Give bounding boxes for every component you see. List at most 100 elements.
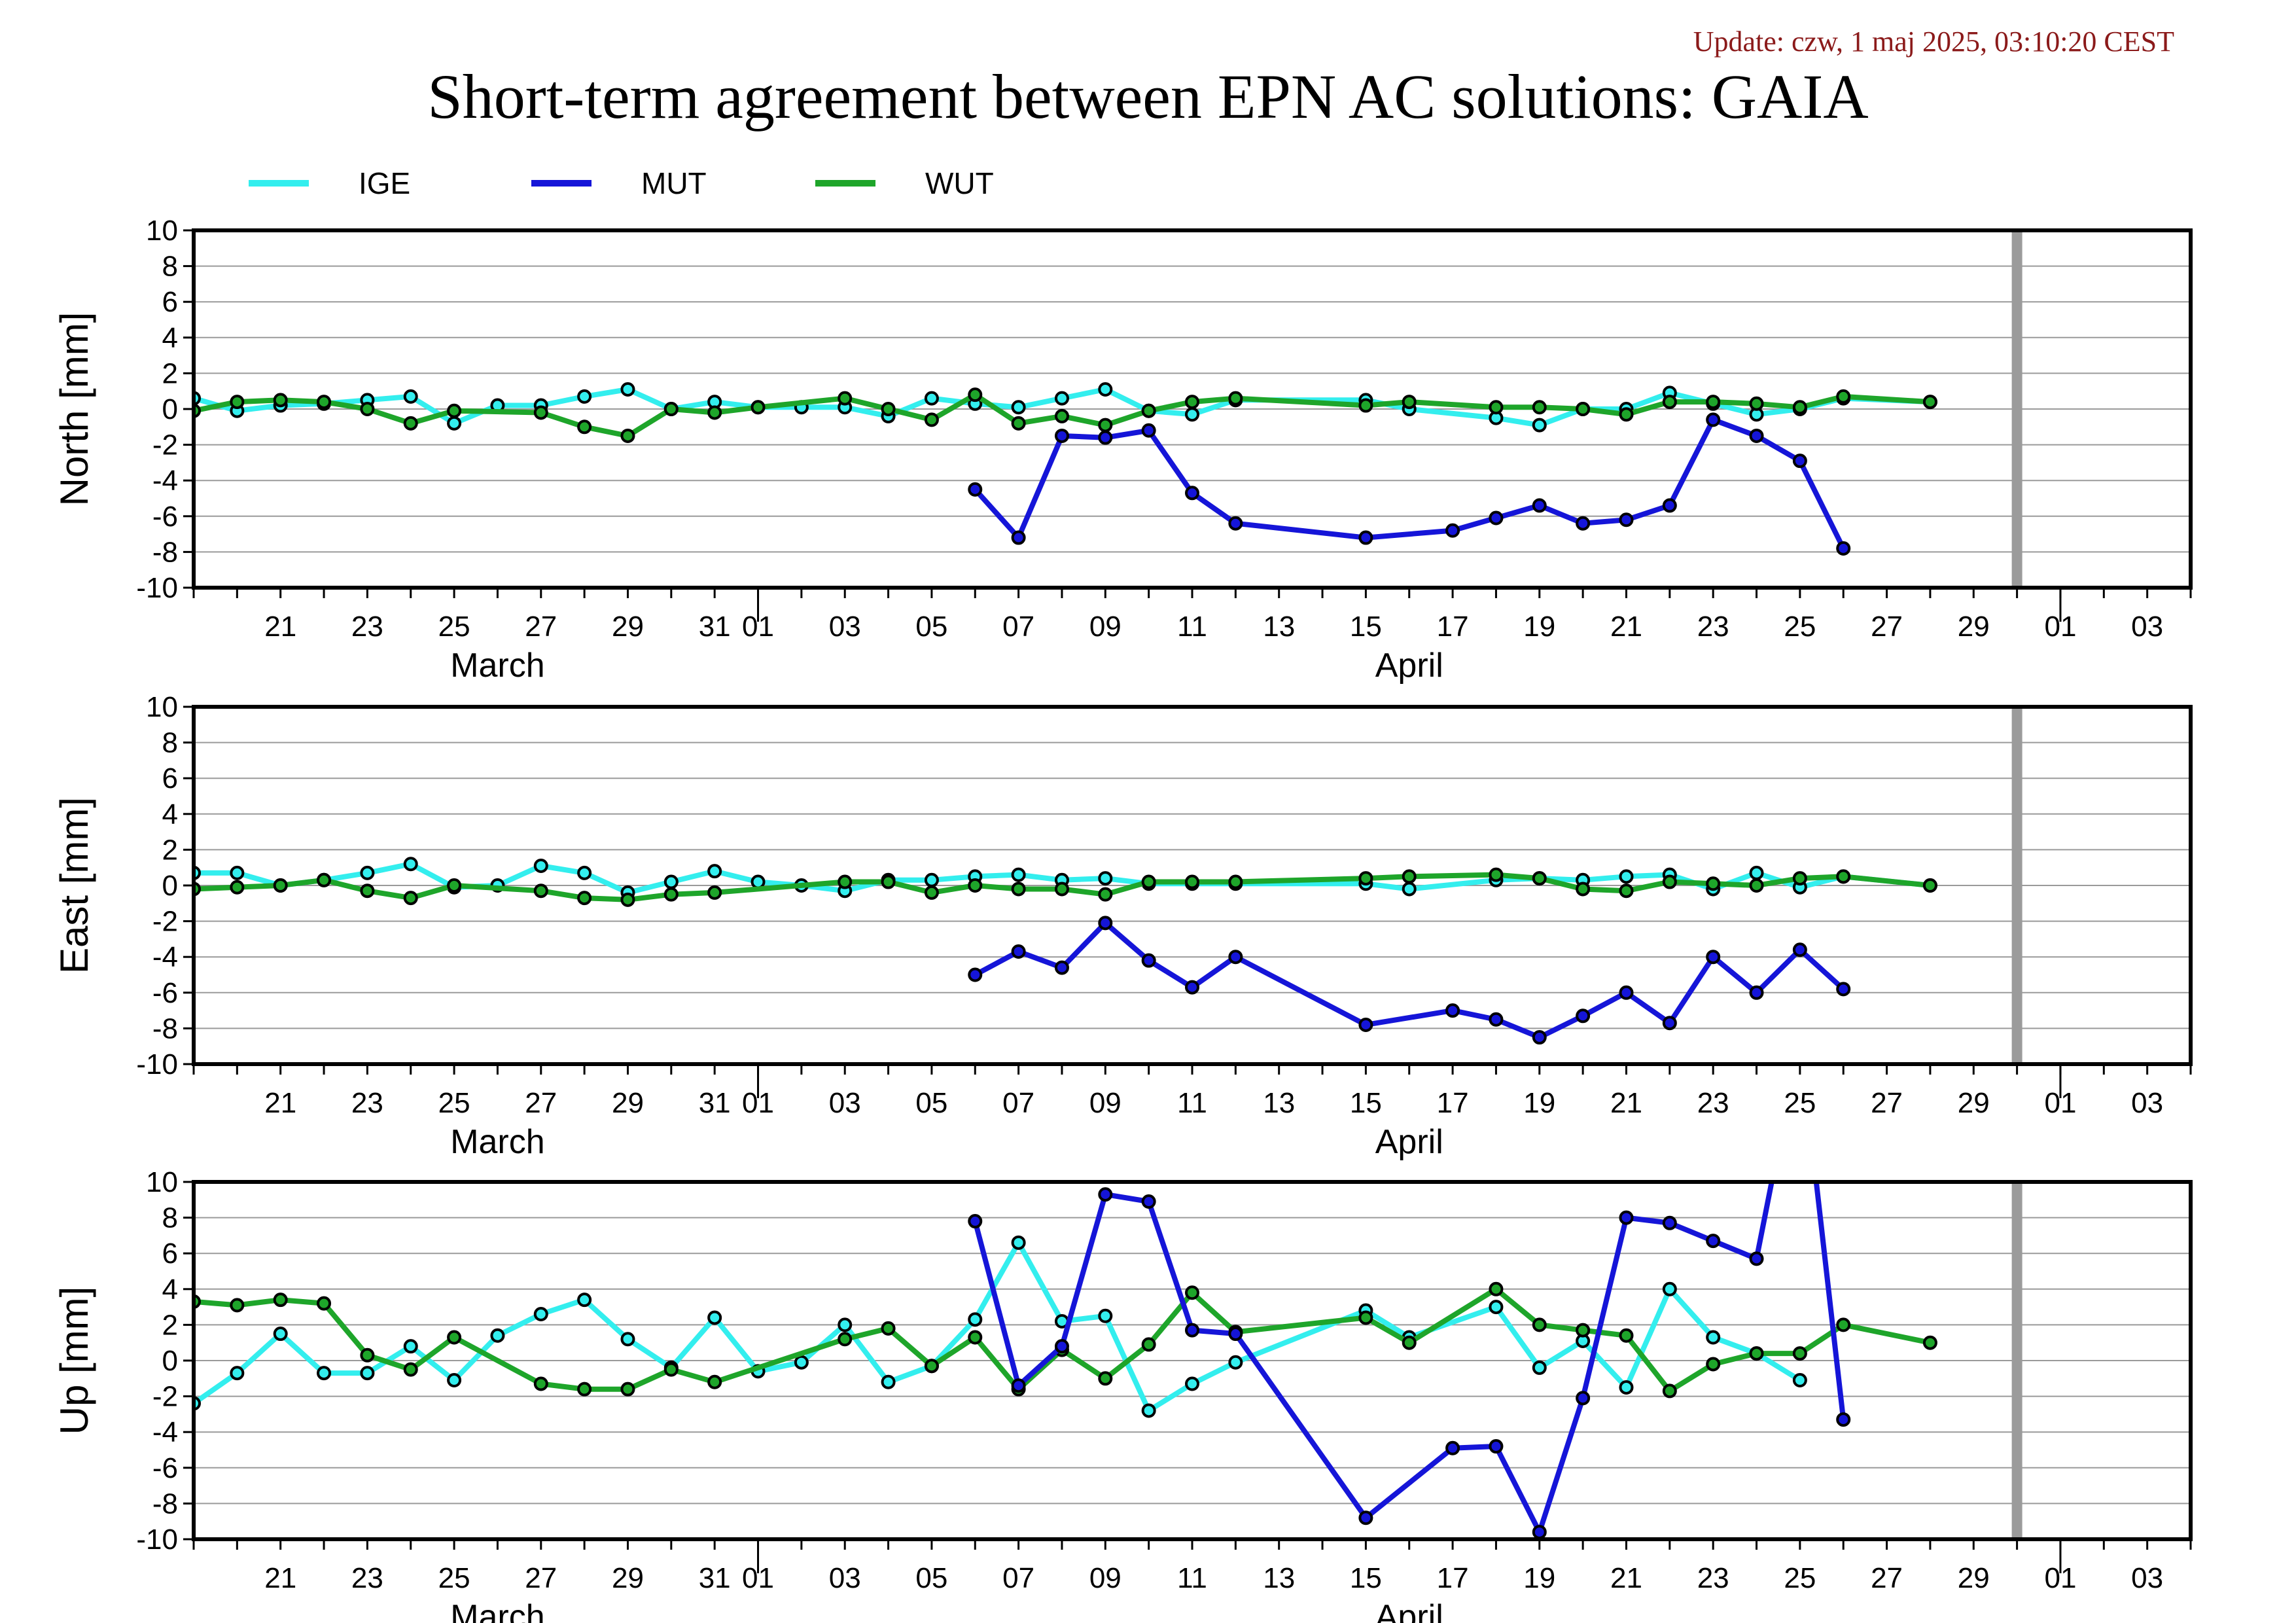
- data-point-ige: [1098, 382, 1113, 397]
- data-point-wut: [403, 1362, 418, 1377]
- x-tick-label: 21: [1610, 611, 1642, 643]
- data-point-wut: [1532, 1317, 1547, 1332]
- y-tick-label: -8: [152, 1012, 178, 1044]
- x-tick-label: 03: [829, 611, 861, 643]
- data-point-ige: [968, 1312, 983, 1327]
- series-line-wut: [194, 872, 1931, 902]
- x-tick-label: 21: [1610, 1087, 1642, 1119]
- data-point-mut: [1706, 1234, 1721, 1249]
- x-tick-label: 19: [1523, 611, 1555, 643]
- data-point-ige: [1011, 867, 1026, 882]
- y-tick-label: 0: [162, 1345, 178, 1377]
- x-tick-label: 03: [2131, 1087, 2163, 1119]
- x-tick-label: 07: [1002, 1562, 1034, 1594]
- data-point-wut: [1358, 871, 1373, 886]
- data-point-ige: [1792, 1373, 1807, 1388]
- x-tick-label: 29: [1958, 611, 1990, 643]
- data-point-ige: [1141, 1403, 1156, 1418]
- today-marker: [2011, 1182, 2022, 1539]
- data-point-wut: [447, 1330, 462, 1345]
- data-point-wut: [1706, 395, 1721, 410]
- data-point-wut: [620, 892, 635, 907]
- today-marker: [2011, 230, 2022, 588]
- data-point-wut: [1749, 878, 1764, 893]
- data-point-wut: [230, 395, 245, 410]
- x-tick-label: 01: [2044, 611, 2076, 643]
- data-point-wut: [1706, 876, 1721, 891]
- x-tick-label: 31: [699, 1562, 731, 1594]
- data-point-wut: [838, 1332, 853, 1347]
- data-point-mut: [1619, 985, 1634, 1000]
- legend-item-ige: IGE: [249, 157, 410, 209]
- data-point-ige: [1011, 400, 1026, 415]
- data-point-ige: [620, 1332, 635, 1347]
- panel-north: 10 86 42 0 -2 -4 -6-8 -10 21 23 25 27 29 31 01 03 05 07 09…: [52, 215, 2193, 685]
- y-axis-label: Up [mm]: [52, 1287, 96, 1435]
- data-point-ige: [360, 865, 375, 880]
- data-point-ige: [1619, 869, 1634, 884]
- x-tick-label: 27: [1871, 1087, 1903, 1119]
- data-point-wut: [881, 1321, 896, 1336]
- x-tick-label: 23: [1697, 1087, 1729, 1119]
- data-point-wut: [1749, 1346, 1764, 1361]
- data-point-mut: [1141, 953, 1156, 968]
- x-tick-label: 07: [1002, 611, 1034, 643]
- data-point-mut: [1706, 950, 1721, 965]
- data-point-wut: [751, 400, 766, 415]
- data-point-mut: [1228, 1327, 1243, 1342]
- y-tick-label: 0: [162, 870, 178, 902]
- data-point-wut: [1054, 408, 1069, 423]
- data-point-wut: [1706, 1357, 1721, 1372]
- x-tick-label: 01: [742, 611, 774, 643]
- series-line-mut: [972, 1182, 1846, 1535]
- data-point-mut: [1489, 1012, 1504, 1027]
- data-point-wut: [403, 891, 418, 906]
- data-point-wut: [1228, 391, 1243, 406]
- data-point-mut: [1185, 980, 1199, 995]
- data-point-ige: [273, 1327, 288, 1342]
- y-tick-label: 8: [162, 727, 178, 759]
- y-tick-label: 8: [162, 251, 178, 283]
- data-point-wut: [968, 387, 983, 402]
- data-point-ige: [751, 874, 766, 889]
- data-point-ige: [447, 1373, 462, 1388]
- x-tick-label: 29: [1958, 1087, 1990, 1119]
- x-tick-label: 11: [1177, 1087, 1207, 1119]
- data-point-ige: [881, 1374, 896, 1389]
- data-point-wut: [230, 880, 245, 895]
- y-tick-label: 8: [162, 1202, 178, 1234]
- data-point-wut: [1358, 398, 1373, 413]
- data-point-wut: [838, 391, 853, 406]
- x-tick-label: 15: [1350, 1562, 1382, 1594]
- data-point-mut: [1098, 1187, 1113, 1202]
- data-point-mut: [1662, 1016, 1677, 1031]
- data-point-ige: [924, 872, 939, 887]
- x-tick-label: 21: [264, 1562, 296, 1594]
- data-point-mut: [1619, 1210, 1634, 1225]
- y-tick-label: -6: [152, 501, 178, 533]
- data-point-wut: [1836, 869, 1851, 884]
- data-point-wut: [1054, 882, 1069, 897]
- y-tick-label: -4: [152, 465, 178, 497]
- month-label: March: [450, 1598, 544, 1623]
- y-tick-label: -10: [136, 1048, 178, 1080]
- data-point-wut: [924, 412, 939, 427]
- data-point-wut: [447, 403, 462, 418]
- data-point-ige: [663, 874, 679, 889]
- data-point-mut: [968, 967, 983, 982]
- data-point-ige: [577, 1293, 592, 1308]
- data-point-wut: [1836, 389, 1851, 404]
- data-point-wut: [1662, 874, 1677, 889]
- x-tick-label: 23: [351, 1087, 383, 1119]
- data-point-mut: [1836, 982, 1851, 997]
- data-point-wut: [881, 874, 896, 889]
- panel-east: 10 86 4 2 0 -2-4 -6-8 -10 21 23 25 27 29 31 01 03 05 07 09…: [52, 691, 2193, 1161]
- x-tick-label: 27: [1871, 1562, 1903, 1594]
- y-tick-label: 2: [162, 357, 178, 389]
- data-point-mut: [1445, 1440, 1460, 1455]
- y-tick-label: 4: [162, 798, 178, 830]
- data-point-wut: [1402, 395, 1417, 410]
- data-point-wut: [360, 402, 375, 416]
- x-tick-label: 27: [525, 1562, 557, 1594]
